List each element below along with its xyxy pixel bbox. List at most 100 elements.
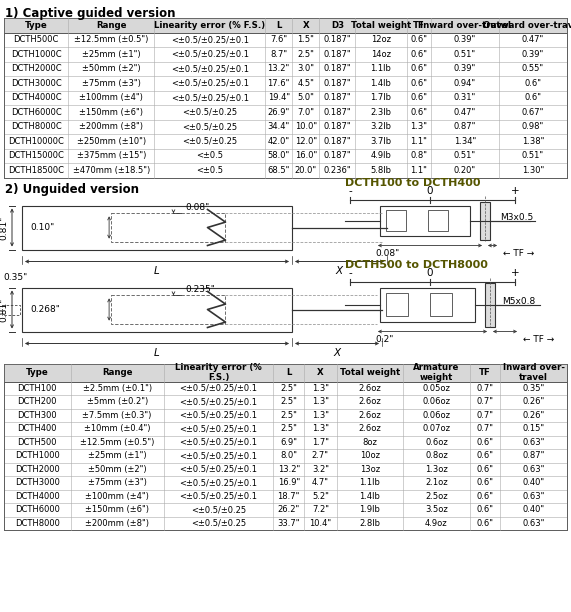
Text: 3.5oz: 3.5oz: [425, 506, 448, 514]
Text: <±0.5: <±0.5: [196, 151, 223, 160]
Text: 0.26": 0.26": [522, 411, 545, 420]
Bar: [22, 288, 292, 332]
Text: 2.5": 2.5": [280, 397, 297, 406]
Text: <±0.5/±0.25/±0.1: <±0.5/±0.25/±0.1: [171, 93, 248, 102]
Text: Total weight: Total weight: [340, 368, 400, 377]
Text: 13oz: 13oz: [360, 465, 380, 474]
Text: 1.4lb: 1.4lb: [371, 79, 392, 88]
Text: DCTH6000: DCTH6000: [15, 506, 60, 514]
Text: 13.2": 13.2": [278, 465, 300, 474]
Text: ±10mm (±0.4"): ±10mm (±0.4"): [84, 424, 150, 433]
Bar: [4, 364, 567, 381]
Text: 0.6": 0.6": [411, 64, 428, 73]
Text: 0.08": 0.08": [186, 203, 210, 212]
Text: 14oz: 14oz: [371, 50, 391, 59]
Text: 0.55": 0.55": [522, 64, 544, 73]
Text: 0.6": 0.6": [477, 506, 493, 514]
Text: <±0.5/±0.25: <±0.5/±0.25: [191, 519, 246, 528]
Text: 34.4": 34.4": [268, 122, 290, 131]
Text: <±0.5/±0.25/±0.1: <±0.5/±0.25/±0.1: [179, 465, 258, 474]
Bar: [430, 293, 452, 316]
Text: 18.7": 18.7": [278, 492, 300, 501]
Text: 1.30": 1.30": [522, 166, 544, 175]
Text: 0.187": 0.187": [324, 93, 351, 102]
Text: 0.7": 0.7": [477, 424, 493, 433]
Text: DCTH15000C: DCTH15000C: [8, 151, 64, 160]
Text: DCTH100 to DCTH400: DCTH100 to DCTH400: [345, 177, 481, 187]
Text: DCTH4000C: DCTH4000C: [11, 93, 62, 102]
Bar: [4, 18, 567, 32]
Text: Range: Range: [102, 368, 132, 377]
Text: ±12.5mm (±0.5"): ±12.5mm (±0.5"): [74, 35, 148, 44]
Text: ±470mm (±18.5"): ±470mm (±18.5"): [73, 166, 150, 175]
Bar: [380, 288, 475, 321]
Text: 0.187": 0.187": [324, 151, 351, 160]
Text: 0.6oz: 0.6oz: [425, 438, 448, 447]
Text: 2.3lb: 2.3lb: [371, 108, 392, 117]
Text: 8oz: 8oz: [363, 438, 377, 447]
Text: D3: D3: [331, 21, 344, 30]
Text: 0.94": 0.94": [454, 79, 476, 88]
Bar: [380, 206, 470, 236]
Text: ±100mm (±4"): ±100mm (±4"): [79, 93, 143, 102]
Text: X: X: [336, 266, 343, 275]
Text: 0.08": 0.08": [375, 248, 399, 258]
Text: 1.9lb: 1.9lb: [359, 506, 380, 514]
Text: 0.187": 0.187": [324, 136, 351, 146]
Text: 0.6": 0.6": [477, 438, 493, 447]
Text: 1.5": 1.5": [297, 35, 314, 44]
Text: 1.1": 1.1": [411, 136, 427, 146]
Text: ±200mm (±8"): ±200mm (±8"): [85, 519, 149, 528]
Text: <±0.5/±0.25: <±0.5/±0.25: [182, 122, 237, 131]
Text: DCTH8000: DCTH8000: [15, 519, 60, 528]
Text: 1.1": 1.1": [411, 166, 427, 175]
Text: 4.9lb: 4.9lb: [371, 151, 392, 160]
Text: 7.2": 7.2": [312, 506, 329, 514]
Bar: [386, 210, 406, 231]
Text: 0.07oz: 0.07oz: [423, 424, 451, 433]
Text: 0.235": 0.235": [186, 285, 215, 294]
Text: -: -: [348, 187, 352, 196]
Text: 2.5": 2.5": [297, 50, 314, 59]
Text: 0.6": 0.6": [411, 108, 428, 117]
Text: 1.3": 1.3": [312, 411, 329, 420]
Text: DCTH400: DCTH400: [18, 424, 57, 433]
Text: <±0.5: <±0.5: [196, 166, 223, 175]
Text: 2.8lb: 2.8lb: [359, 519, 380, 528]
Text: ← TF →: ← TF →: [503, 248, 534, 258]
Text: 16.0": 16.0": [295, 151, 317, 160]
Text: ±7.5mm (±0.3"): ±7.5mm (±0.3"): [82, 411, 152, 420]
Text: 0.6": 0.6": [477, 478, 493, 487]
Text: <±0.5/±0.25/±0.1: <±0.5/±0.25/±0.1: [179, 397, 258, 406]
Bar: [485, 283, 495, 326]
Text: 0.51": 0.51": [454, 151, 476, 160]
Text: DCTH1000C: DCTH1000C: [11, 50, 62, 59]
Text: ±200mm (±8"): ±200mm (±8"): [79, 122, 143, 131]
Text: 0.87": 0.87": [454, 122, 476, 131]
Text: 0.31": 0.31": [454, 93, 476, 102]
Text: DCTH200: DCTH200: [18, 397, 57, 406]
Text: 0.40": 0.40": [522, 478, 545, 487]
Text: 10oz: 10oz: [360, 451, 380, 460]
Text: DCTH10000C: DCTH10000C: [8, 136, 64, 146]
Text: 0.47": 0.47": [454, 108, 476, 117]
Text: 8.0": 8.0": [280, 451, 297, 460]
Text: +: +: [510, 269, 519, 278]
Text: 10.0": 10.0": [295, 122, 317, 131]
Text: <±0.5/±0.25/±0.1: <±0.5/±0.25/±0.1: [179, 492, 258, 501]
Text: 1.3": 1.3": [312, 397, 329, 406]
Text: <±0.5/±0.25/±0.1: <±0.5/±0.25/±0.1: [179, 438, 258, 447]
Bar: [386, 293, 408, 316]
Text: DCTH500C: DCTH500C: [14, 35, 59, 44]
Text: <±0.5/±0.25: <±0.5/±0.25: [191, 506, 246, 514]
Text: DCTH3000: DCTH3000: [15, 478, 60, 487]
Text: 0.6": 0.6": [411, 35, 428, 44]
Text: 3.0": 3.0": [297, 64, 315, 73]
Text: 0.39": 0.39": [522, 50, 544, 59]
Text: 1.7lb: 1.7lb: [371, 93, 392, 102]
Text: L: L: [154, 348, 160, 357]
Text: +: +: [510, 187, 519, 196]
Text: 1.3": 1.3": [411, 122, 428, 131]
Text: L: L: [276, 21, 282, 30]
Text: 0.39": 0.39": [454, 35, 476, 44]
